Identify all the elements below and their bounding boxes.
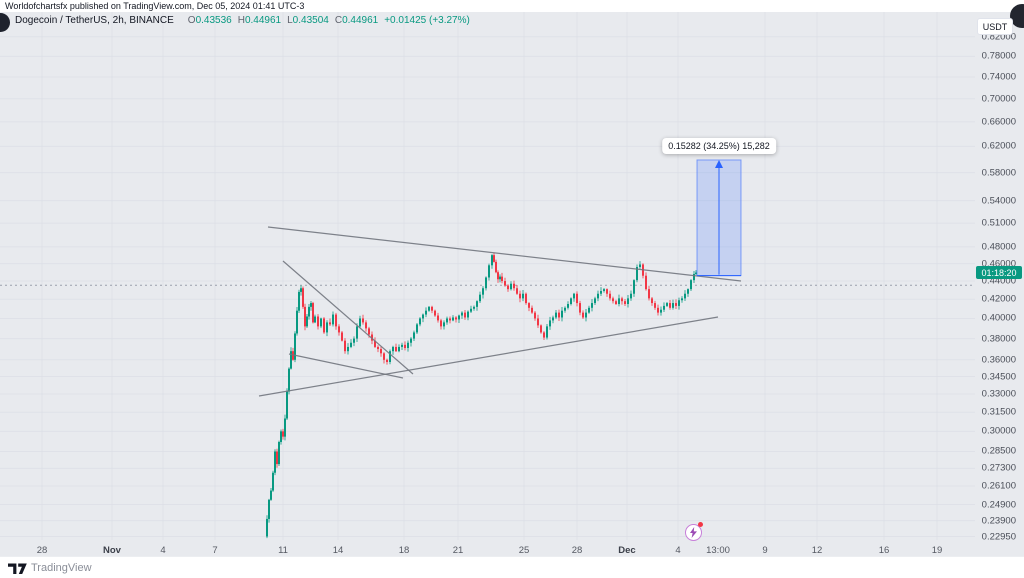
time-tick-label: Dec <box>618 545 636 556</box>
currency-toggle-button[interactable]: USDT <box>977 18 1013 35</box>
price-tick-label: 0.28500 <box>981 445 1016 457</box>
time-tick-label: 9 <box>762 545 768 556</box>
time-tick-label: 21 <box>452 545 464 556</box>
time-tick-label: 18 <box>398 545 410 556</box>
price-tick-label: 0.26100 <box>981 480 1016 492</box>
ohlc-high-value: 0.44961 <box>244 15 282 26</box>
price-tick-label: 0.54000 <box>981 195 1016 207</box>
footer-bar: TradingView <box>0 556 1024 578</box>
price-change-value: +0.01425 (+3.27%) <box>384 15 470 26</box>
price-tick-label: 0.38000 <box>981 333 1016 345</box>
price-tick-label: 0.42000 <box>981 293 1016 305</box>
symbol-info-bar: Dogecoin / TetherUS, 2h, BINANCE O0.43536… <box>15 15 470 26</box>
publisher-avatar-icon[interactable] <box>0 13 10 32</box>
price-range-measure-label[interactable]: 0.15282 (34.25%) 15,282 <box>662 137 776 154</box>
notification-dot-icon <box>698 522 703 527</box>
trendline-drawings[interactable] <box>258 226 742 397</box>
time-tick-label: 16 <box>878 545 890 556</box>
time-tick-label: 25 <box>518 545 530 556</box>
time-tick-label: 4 <box>675 545 681 556</box>
price-tick-label: 0.51000 <box>981 217 1016 229</box>
ohlc-high-label: H <box>237 15 245 26</box>
price-tick-label: 0.40000 <box>981 312 1016 324</box>
time-tick-label: Nov <box>103 545 121 556</box>
time-tick-label: 7 <box>212 545 218 556</box>
ohlc-close-value: 0.44961 <box>342 15 379 26</box>
time-tick-label: 28 <box>571 545 583 556</box>
candlestick-series <box>266 253 697 539</box>
price-tick-label: 0.34500 <box>981 371 1016 382</box>
ohlc-low-value: 0.43504 <box>292 15 329 26</box>
time-tick-label: 12 <box>811 545 823 556</box>
price-tick-label: 0.66000 <box>981 116 1016 128</box>
time-tick-label: 14 <box>332 545 344 556</box>
minds-bolt-icon[interactable] <box>685 522 703 541</box>
price-tick-label: 0.48000 <box>981 241 1016 253</box>
attribution-text: Worldofchartsfx published on TradingView… <box>5 1 305 11</box>
ohlc-low-label: L <box>287 15 293 26</box>
price-tick-label: 0.70000 <box>981 93 1016 105</box>
tradingview-logo-icon[interactable] <box>8 561 27 575</box>
time-tick-label: 19 <box>931 545 943 556</box>
price-tick-label: 0.74000 <box>981 71 1016 83</box>
corner-action-icon[interactable] <box>1010 4 1024 28</box>
price-tick-label: 0.58000 <box>981 167 1016 179</box>
bar-countdown-badge: 01:18:20 <box>976 266 1022 280</box>
price-tick-label: 0.78000 <box>981 50 1016 62</box>
price-tick-label: 0.30000 <box>981 425 1016 437</box>
tradingview-brand-text[interactable]: TradingView <box>31 562 92 574</box>
time-tick-label: 11 <box>278 545 288 556</box>
ohlc-open-value: 0.43536 <box>195 15 232 26</box>
gridlines <box>0 12 975 540</box>
price-tick-label: 0.31500 <box>981 406 1016 418</box>
time-tick-label: 13:00 <box>706 545 730 556</box>
price-tick-label: 0.23900 <box>981 515 1016 527</box>
lightning-glyph-icon <box>690 527 697 538</box>
price-tick-label: 0.46000 <box>981 258 1016 270</box>
price-tick-label: 0.36000 <box>981 354 1016 366</box>
price-tick-label: 0.62000 <box>981 140 1016 152</box>
ohlc-open-label: O <box>187 15 196 26</box>
price-tick-label: 0.24900 <box>981 499 1016 510</box>
symbol-title[interactable]: Dogecoin / TetherUS, 2h, BINANCE <box>15 15 174 26</box>
price-tick-label: 0.33000 <box>981 388 1016 400</box>
price-range-measure-tool[interactable] <box>696 159 742 277</box>
price-tick-label: 0.22950 <box>981 531 1016 542</box>
price-tick-label: 0.27300 <box>981 462 1016 474</box>
price-tick-label: 0.82000 <box>981 31 1016 43</box>
time-tick-label: 28 <box>36 545 48 556</box>
price-tick-label: 0.44000 <box>981 275 1016 287</box>
ohlc-close-label: C <box>334 15 343 26</box>
time-tick-label: 4 <box>160 545 166 556</box>
